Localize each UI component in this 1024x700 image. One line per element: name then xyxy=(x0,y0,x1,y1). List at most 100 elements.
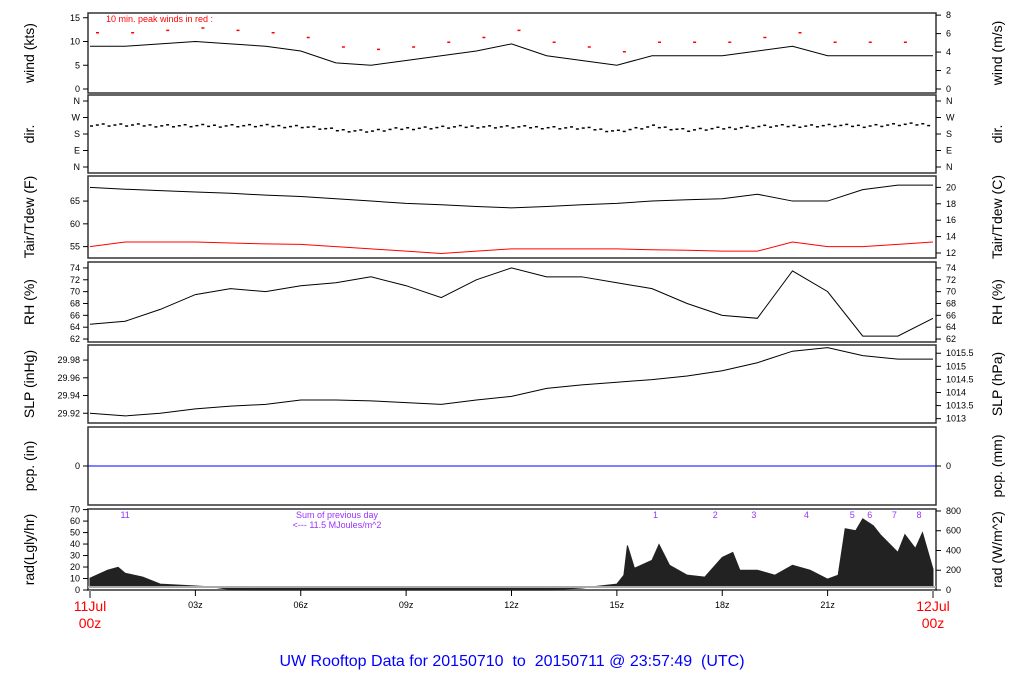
wind-peak-point xyxy=(517,29,521,32)
temp-ytick-label-right: 16 xyxy=(946,215,956,225)
rad-ytick-label-left: 20 xyxy=(70,562,80,572)
wind-ytick-label-left: 5 xyxy=(75,60,80,70)
wind-peak-point xyxy=(341,46,345,48)
dir-point xyxy=(248,123,252,126)
rh-ytick-label-left: 66 xyxy=(70,310,80,320)
dir-ylabel-right: dir. xyxy=(989,125,1005,144)
dir-point xyxy=(236,125,240,128)
dir-point xyxy=(330,127,334,129)
wind-ylabel-left: wind (kts) xyxy=(21,23,37,84)
dir-point xyxy=(611,130,615,132)
slp-ytick-label-left: 29.98 xyxy=(57,355,80,365)
rad-marker-label: 8 xyxy=(916,510,921,520)
rh-ytick-label-left: 74 xyxy=(70,263,80,273)
pcp-ylabel-left: pcp. (in) xyxy=(21,441,37,492)
dir-point xyxy=(429,128,433,130)
dir-ytick-label-left: N xyxy=(74,96,81,106)
rh-ytick-label-right: 62 xyxy=(946,334,956,344)
dir-ytick-label-left: W xyxy=(72,113,81,123)
wind-peak-point xyxy=(658,41,661,43)
rad-ytick-label-right: 600 xyxy=(946,526,961,536)
dir-point xyxy=(201,123,205,126)
dir-point xyxy=(447,127,451,129)
wind-peak-point xyxy=(377,48,380,51)
dir-point xyxy=(511,127,515,129)
wind-peak-point xyxy=(131,32,135,34)
wind-peak-point xyxy=(798,32,802,34)
temp-ytick-label-right: 12 xyxy=(946,248,956,258)
dir-point xyxy=(827,123,831,126)
dir-point xyxy=(833,125,837,128)
dir-point xyxy=(142,125,146,127)
dir-point xyxy=(692,129,696,131)
dir-point xyxy=(95,124,99,126)
dir-point xyxy=(411,128,415,131)
rad-ytick-label-left: 10 xyxy=(70,574,80,584)
dir-point xyxy=(441,125,445,128)
rad-marker-label: 7 xyxy=(892,510,897,520)
wind-peak-point xyxy=(763,36,767,39)
wind-peak-point xyxy=(903,41,907,43)
end-date-label: 12Jul xyxy=(916,598,949,614)
slp-ytick-label-left: 29.96 xyxy=(57,373,80,383)
wind-peak-point xyxy=(728,41,732,43)
wind-ylabel-right: wind (m/s) xyxy=(989,21,1005,87)
dir-point xyxy=(464,126,468,129)
dir-point xyxy=(224,125,228,127)
dir-point xyxy=(815,126,819,128)
dir-point xyxy=(517,126,521,128)
dir-point xyxy=(400,128,404,131)
dir-point xyxy=(810,124,814,126)
slp-ytick-label-right: 1014.5 xyxy=(946,374,974,384)
rh-series-line xyxy=(89,267,934,337)
rad-ytick-label-left: 60 xyxy=(70,516,80,526)
dir-point xyxy=(634,126,638,129)
wind-ytick-label-right: 2 xyxy=(946,66,951,76)
dir-point xyxy=(663,126,667,128)
dir-point xyxy=(148,124,152,126)
dir-point xyxy=(376,128,380,131)
dir-point xyxy=(195,124,199,127)
dir-ytick-label-left: N xyxy=(74,162,81,172)
dir-point xyxy=(540,127,544,130)
wind-panel-frame xyxy=(87,12,937,94)
rad-annotation: Sum of previous day xyxy=(296,510,379,520)
dir-point xyxy=(774,125,778,127)
wind-peak-point xyxy=(868,41,872,43)
dir-ytick-label-right: N xyxy=(946,96,953,106)
dir-point xyxy=(259,124,263,127)
dir-point xyxy=(394,127,398,129)
dir-point xyxy=(552,125,556,128)
dir-point xyxy=(452,126,456,128)
dir-point xyxy=(534,125,538,128)
dir-point xyxy=(845,123,849,126)
rad-ylabel-left: rad(Lgly/hr) xyxy=(21,514,37,586)
dir-point xyxy=(388,128,392,131)
dir-point xyxy=(493,127,497,129)
wind-peak-point xyxy=(412,46,416,48)
rad-marker-label: 2 xyxy=(713,510,718,520)
rh-ylabel-left: RH (%) xyxy=(21,279,37,325)
dir-point xyxy=(652,124,655,126)
dir-point xyxy=(757,125,761,128)
wind-ytick-label-right: 6 xyxy=(946,29,951,39)
dir-point xyxy=(382,130,386,132)
slp-ytick-label-right: 1015.5 xyxy=(946,348,974,358)
dir-point xyxy=(218,126,222,128)
wind-ytick-label-right: 0 xyxy=(946,84,951,94)
slp-ylabel-left: SLP (inHg) xyxy=(21,350,37,418)
dir-point xyxy=(728,126,732,129)
dir-point xyxy=(300,126,304,129)
dir-point xyxy=(892,123,896,125)
wind-peak-point xyxy=(271,32,275,34)
rh-ytick-label-right: 66 xyxy=(946,310,956,320)
dir-point xyxy=(903,123,907,126)
dir-point xyxy=(581,127,585,129)
dir-point xyxy=(101,123,105,125)
start-date-label: 00z xyxy=(79,615,102,631)
dir-point xyxy=(622,130,626,133)
dir-point xyxy=(189,125,193,128)
xtick-label: 15z xyxy=(610,600,625,610)
dir-ytick-label-right: S xyxy=(946,129,952,139)
